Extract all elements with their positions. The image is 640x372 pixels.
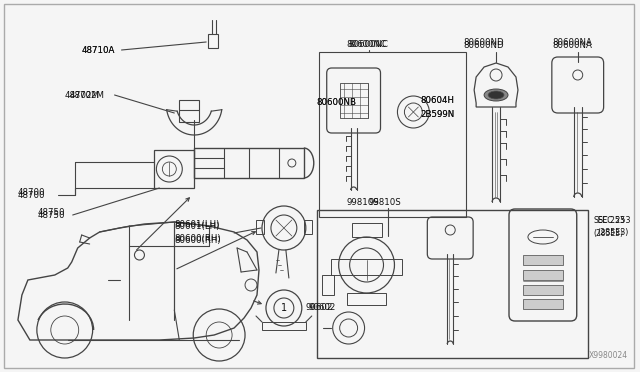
Text: 80604H: 80604H	[420, 96, 454, 105]
Bar	[154, 150, 194, 188]
Bar	[340, 83, 367, 118]
Ellipse shape	[484, 89, 508, 101]
Text: 80601(LH): 80601(LH)	[174, 219, 220, 228]
Text: 99810S: 99810S	[347, 198, 380, 206]
Text: 80601(LH): 80601(LH)	[174, 221, 220, 231]
Text: 99810S: 99810S	[369, 198, 401, 206]
Bar	[347, 293, 387, 305]
Text: (285E3): (285E3)	[594, 228, 623, 237]
Bar	[523, 255, 563, 265]
Text: 48750: 48750	[38, 211, 65, 219]
Text: 48700: 48700	[18, 187, 45, 196]
Bar	[523, 285, 563, 295]
Text: 90602: 90602	[308, 304, 336, 312]
Bar	[322, 275, 333, 295]
Text: 2B599N: 2B599N	[420, 109, 454, 119]
Text: 80600ND: 80600ND	[463, 38, 504, 46]
Bar	[523, 270, 563, 280]
Text: 80600(RH): 80600(RH)	[174, 234, 221, 243]
Bar	[351, 223, 381, 237]
Bar	[304, 220, 312, 234]
Text: (285E3): (285E3)	[598, 228, 629, 237]
Text: 48702M: 48702M	[70, 90, 105, 99]
Bar	[331, 259, 403, 275]
Bar	[317, 210, 588, 358]
Text: 48702M: 48702M	[65, 90, 100, 99]
Text: SEC.253: SEC.253	[594, 215, 625, 224]
Text: 90602: 90602	[306, 304, 333, 312]
Text: 48700: 48700	[18, 190, 45, 199]
Text: 80604H: 80604H	[420, 96, 454, 105]
Text: 80600NA: 80600NA	[553, 41, 593, 49]
Text: 80600(RH): 80600(RH)	[174, 235, 221, 244]
Bar	[194, 148, 304, 178]
Text: 48710A: 48710A	[82, 45, 115, 55]
Text: 80600ND: 80600ND	[463, 41, 504, 49]
Bar	[208, 34, 218, 48]
Text: 80600NC: 80600NC	[349, 39, 388, 48]
Text: 80600NB: 80600NB	[317, 97, 356, 106]
Bar	[262, 322, 306, 330]
Text: 80600NB: 80600NB	[317, 97, 356, 106]
Bar	[523, 299, 563, 309]
Text: X9980024: X9980024	[588, 351, 628, 360]
Ellipse shape	[488, 91, 504, 99]
Bar	[179, 100, 199, 122]
Text: 1: 1	[281, 303, 287, 313]
Text: SEC.253: SEC.253	[598, 215, 631, 224]
Text: 2B599N: 2B599N	[420, 109, 454, 119]
Bar	[256, 220, 264, 234]
Text: 80600NA: 80600NA	[553, 38, 593, 46]
Bar	[319, 52, 466, 217]
Text: 48750: 48750	[38, 208, 65, 217]
Text: 80600NC: 80600NC	[347, 39, 387, 48]
Text: 48710A: 48710A	[82, 45, 115, 55]
